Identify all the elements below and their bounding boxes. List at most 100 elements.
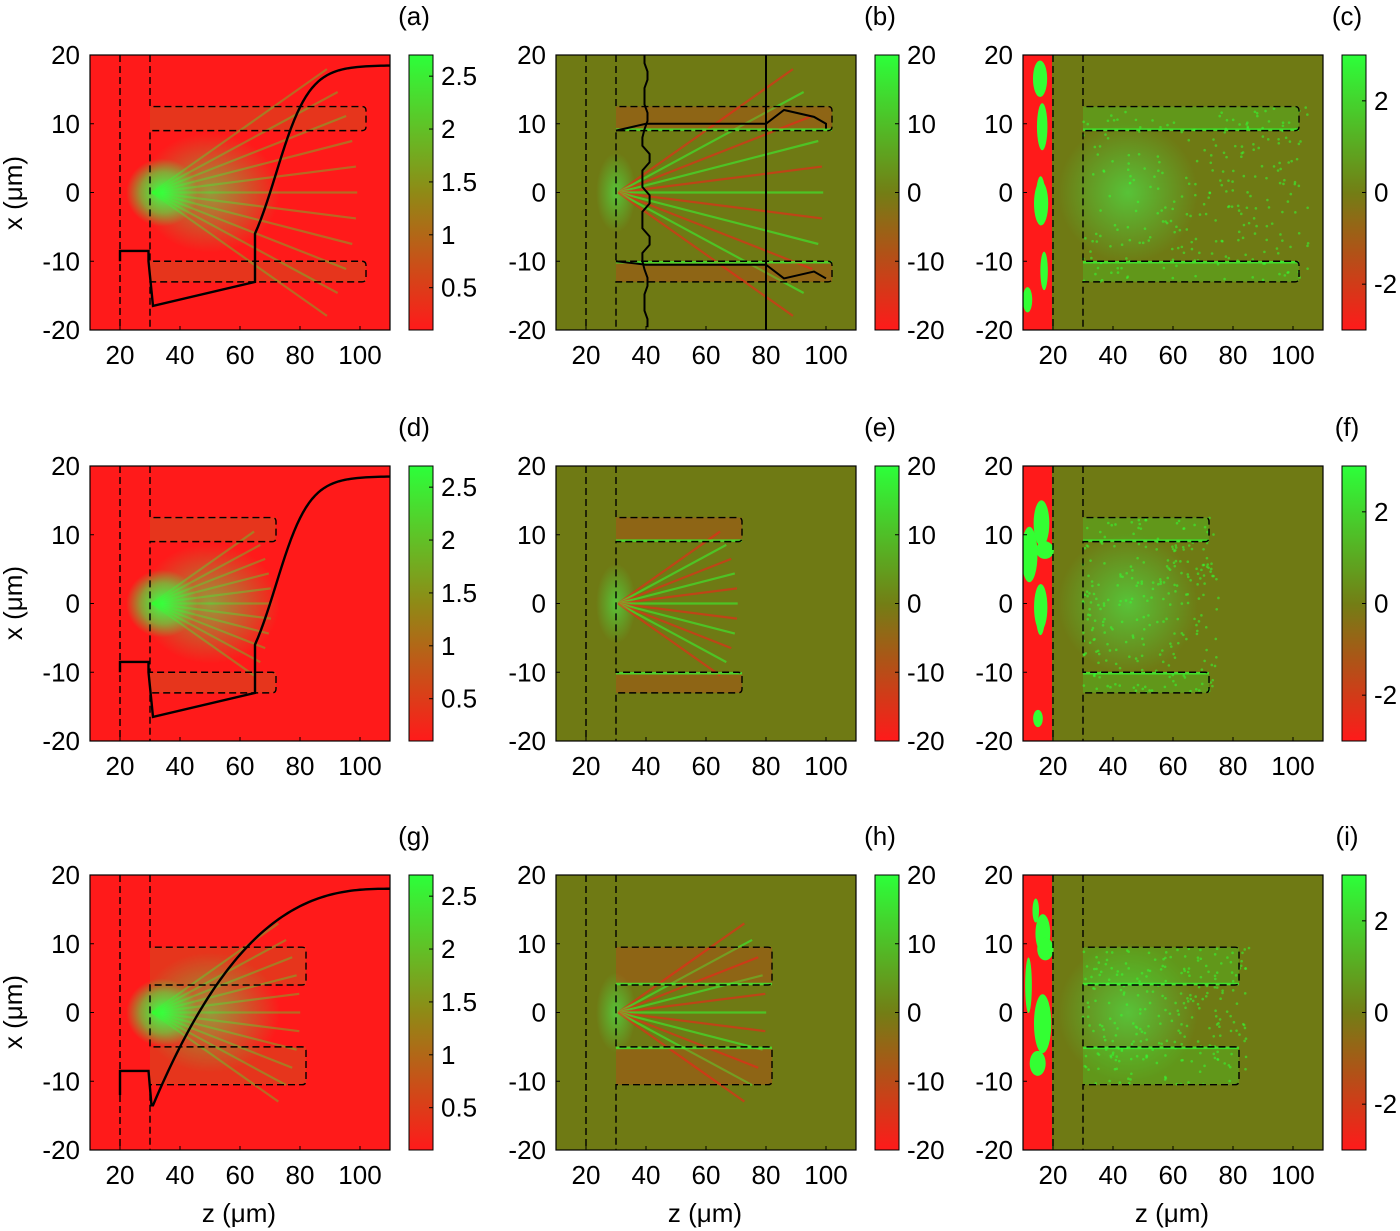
beam-streak — [617, 139, 819, 194]
speckle — [1189, 689, 1192, 693]
y-tick-label: -20 — [508, 315, 546, 345]
y-tick-label: -10 — [508, 246, 546, 276]
arm-glow — [616, 106, 832, 131]
speckle — [1157, 1014, 1161, 1018]
speckle — [1281, 121, 1285, 125]
speckle — [1111, 159, 1114, 163]
speckle — [1202, 202, 1206, 206]
speckle — [1129, 174, 1132, 178]
beam-streak — [617, 587, 738, 605]
speckle — [1228, 1065, 1232, 1069]
speckle — [1156, 211, 1160, 215]
speckle — [1206, 991, 1209, 995]
speckle — [1101, 623, 1105, 627]
speckle — [1265, 224, 1269, 228]
speckle — [1182, 674, 1186, 677]
speckle — [1106, 598, 1110, 602]
speckle — [1183, 676, 1187, 679]
speckle — [1082, 631, 1085, 634]
speckle — [1084, 237, 1087, 240]
beam-streak — [617, 602, 736, 635]
profile-curve — [118, 64, 390, 308]
beam-streak — [151, 191, 357, 220]
colorbar-tick-label: 2 — [1374, 906, 1388, 936]
beam-streak — [151, 68, 328, 194]
beam-streak — [617, 938, 753, 1014]
speckle — [1204, 964, 1208, 968]
speckle — [1279, 233, 1282, 236]
speckle — [1172, 121, 1176, 124]
y-tick-label: -10 — [975, 657, 1013, 687]
beam-streak — [151, 1011, 300, 1033]
speckle — [1203, 582, 1206, 585]
beam-streak — [151, 191, 347, 270]
x-tick-label: 60 — [692, 751, 721, 781]
speckle — [1148, 969, 1152, 973]
speckle — [1179, 992, 1183, 995]
speckle — [1116, 584, 1119, 587]
speckle — [1095, 240, 1099, 243]
y-tick-label: -20 — [975, 315, 1013, 345]
panel-label: (e) — [864, 412, 896, 442]
beam-streak — [151, 602, 266, 650]
speckle — [1213, 974, 1217, 978]
speckle — [1261, 135, 1265, 138]
speckle — [1146, 599, 1149, 603]
speckle — [1213, 1056, 1217, 1060]
speckle — [1136, 993, 1140, 997]
speckle — [1090, 628, 1094, 632]
speckle — [1253, 175, 1257, 178]
y-tick-label: 0 — [66, 998, 80, 1028]
profile-curve — [615, 260, 827, 280]
phase-blotch — [1032, 60, 1048, 98]
speckle — [1102, 169, 1105, 172]
speckle — [1094, 999, 1097, 1003]
speckle — [1143, 685, 1147, 689]
speckle — [1159, 968, 1163, 971]
speckle — [1120, 266, 1123, 270]
speckle — [1227, 179, 1230, 182]
speckle — [1159, 582, 1162, 586]
speckle — [1214, 977, 1217, 981]
speckle — [1173, 549, 1176, 553]
x-tick-label: 60 — [692, 340, 721, 370]
speckle — [1231, 989, 1235, 992]
speckle — [1177, 519, 1181, 523]
speckle — [1116, 1027, 1119, 1030]
speckle — [1132, 178, 1136, 182]
speckle — [1210, 562, 1213, 566]
speckle — [1175, 264, 1178, 268]
beam-streak — [617, 191, 794, 317]
colorbar — [408, 54, 434, 331]
speckle — [1161, 660, 1165, 664]
speckle — [1151, 1048, 1154, 1052]
speckle — [1175, 584, 1179, 587]
y-tick-label: 20 — [517, 860, 546, 890]
speckle — [1122, 993, 1126, 996]
speckle — [1231, 180, 1234, 183]
profile-curve — [641, 55, 651, 328]
speckle — [1169, 955, 1173, 959]
speckle — [1286, 271, 1289, 274]
speckle — [1199, 975, 1203, 979]
heatmap-area — [90, 466, 390, 741]
speckle — [1240, 959, 1243, 963]
speckle — [1141, 687, 1145, 691]
speckle — [1120, 620, 1124, 624]
speckle — [1180, 971, 1183, 975]
beam-streak — [617, 1011, 759, 1069]
beam-streak — [151, 1011, 297, 1051]
speckle — [1181, 545, 1185, 549]
beam-streak — [617, 191, 823, 220]
speckle — [1106, 136, 1110, 140]
speckle — [1277, 137, 1280, 141]
speckle — [1118, 1081, 1122, 1084]
speckle — [1166, 559, 1170, 562]
speckle — [1153, 958, 1157, 961]
phase-blotch — [1032, 898, 1040, 923]
speckle — [1119, 599, 1122, 603]
speckle — [1254, 207, 1258, 210]
speckle — [1119, 988, 1123, 992]
speckle — [1131, 636, 1135, 639]
panel-label: (b) — [864, 1, 896, 31]
